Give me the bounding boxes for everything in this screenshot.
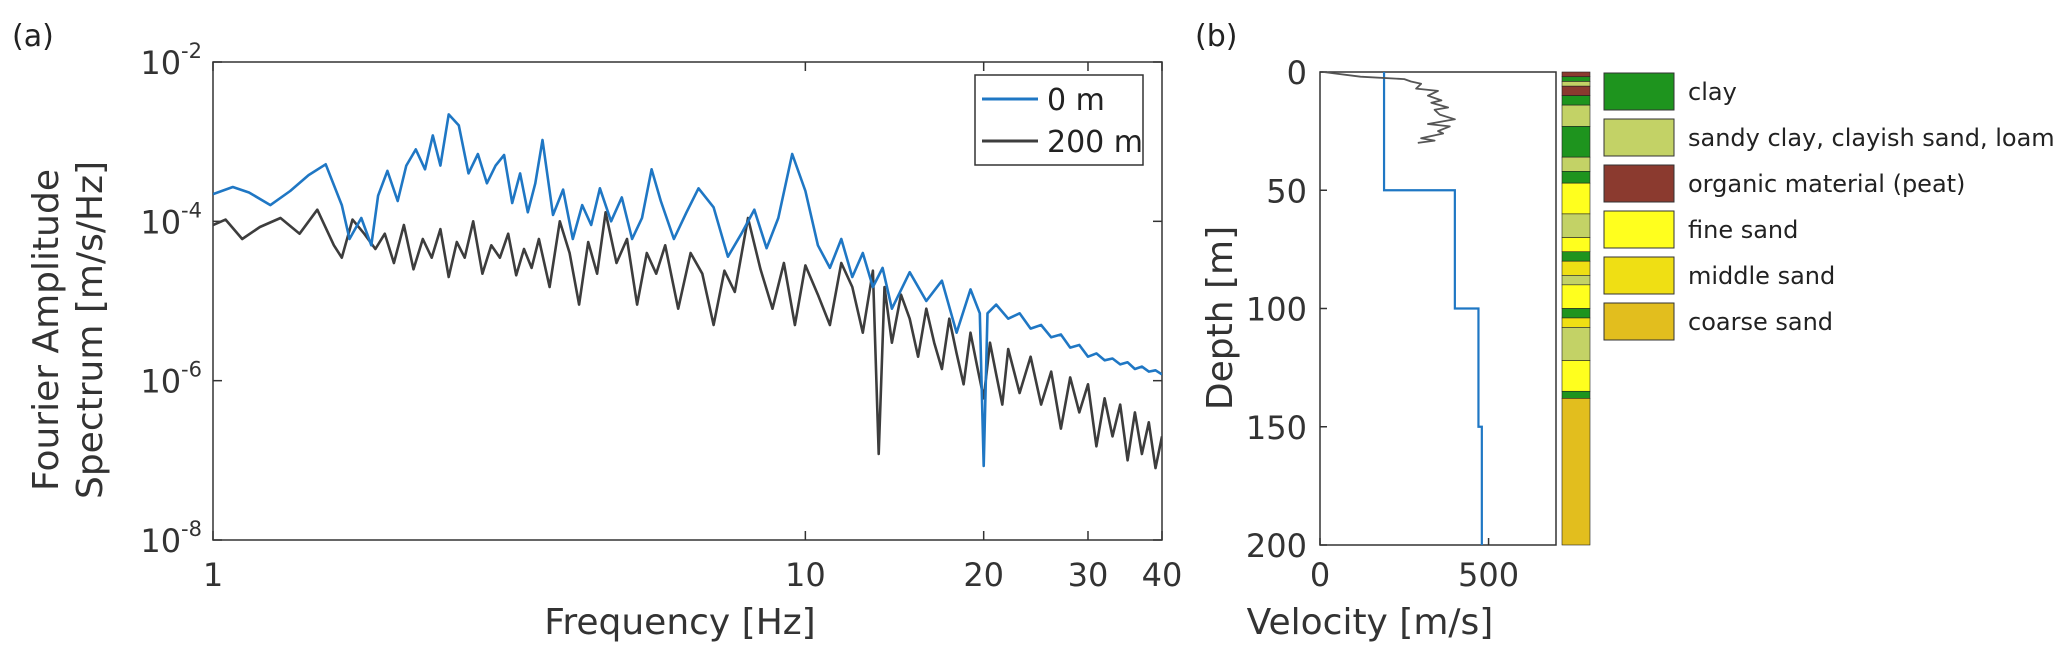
velocity-y-tick-label: 200 — [1246, 527, 1307, 565]
soil-layer — [1561, 275, 1591, 286]
spectrum-x-tick-label: 20 — [963, 556, 1004, 594]
soil-legend-swatch — [1603, 72, 1675, 111]
spectrum-y-tick-label: 10-6 — [140, 358, 202, 401]
spectrum-chart: 10-8 10-6 10-4 10-2 1 10 20 30 40 Fourier Ampli… — [26, 39, 1182, 643]
soil-layer — [1561, 308, 1591, 319]
velocity-measured-profile — [1323, 71, 1456, 144]
spectrum-y-tick-label: 10-8 — [140, 517, 202, 560]
soil-layer — [1561, 182, 1591, 215]
velocity-axes-frame — [1319, 71, 1557, 546]
spectrum-y-tick-label: 10-4 — [140, 198, 202, 241]
soil-column — [1561, 71, 1591, 546]
velocity-y-tick-labels: 0 50 100 150 200 — [1246, 54, 1307, 565]
legend-box — [974, 74, 1144, 166]
soil-layer — [1561, 95, 1591, 106]
spectrum-y-tick-labels: 10-8 10-6 10-4 10-2 — [140, 39, 202, 560]
spectrum-y-tick-label: 10-2 — [140, 39, 202, 82]
soil-layer — [1561, 85, 1591, 96]
series-line-200m — [213, 208, 1162, 470]
soil-legend-swatch — [1603, 302, 1675, 341]
soil-legend-label: sandy clay, clayish sand, loam — [1688, 124, 2055, 152]
panel-b-label: (b) — [1195, 19, 1237, 54]
soil-layer — [1561, 284, 1591, 309]
velocity-x-label: Velocity [m/s] — [1247, 602, 1494, 643]
soil-legend-label: organic material (peat) — [1688, 170, 1965, 198]
spectrum-y-label-line1: Fourier Amplitude — [26, 169, 67, 491]
velocity-y-tick-label: 50 — [1266, 172, 1307, 210]
velocity-y-tick-label: 0 — [1287, 54, 1307, 92]
soil-legend-label: clay — [1688, 78, 1737, 106]
soil-legend-swatch — [1603, 118, 1675, 157]
soil-layer — [1561, 317, 1591, 328]
soil-legend-swatch — [1603, 210, 1675, 249]
soil-layer — [1561, 76, 1591, 82]
soil-legend: clay sandy clay, clayish sand, loam organi… — [1603, 72, 2055, 341]
legend-label-0m: 0 m — [1047, 83, 1105, 118]
soil-layer — [1561, 71, 1591, 78]
soil-layer — [1561, 390, 1591, 399]
spectrum-x-label: Frequency [Hz] — [544, 602, 815, 643]
soil-legend-swatch — [1603, 256, 1675, 295]
spectrum-x-tick-label: 30 — [1068, 556, 1109, 594]
velocity-x-tick-label: 0 — [1310, 556, 1330, 594]
spectrum-x-tick-label: 1 — [203, 556, 223, 594]
soil-layer — [1561, 398, 1591, 546]
soil-layer — [1561, 171, 1591, 184]
soil-legend-swatch — [1603, 164, 1675, 203]
soil-layer — [1561, 81, 1591, 87]
soil-layer — [1561, 104, 1591, 127]
spectrum-x-tick-label: 10 — [785, 556, 826, 594]
velocity-plot-area — [1319, 71, 1557, 546]
soil-layer — [1561, 260, 1591, 276]
spectrum-legend: 0 m 200 m — [974, 74, 1144, 166]
series-line-0m — [213, 113, 1162, 468]
soil-layer — [1561, 360, 1591, 392]
velocity-x-tick-label: 500 — [1458, 556, 1519, 594]
soil-layer — [1561, 251, 1591, 262]
spectrum-x-tick-label: 40 — [1142, 556, 1183, 594]
spectrum-y-label-line2: Spectrum [m/s/Hz] — [70, 161, 111, 499]
soil-layer — [1561, 126, 1591, 158]
panel-a-label: (a) — [12, 19, 54, 54]
soil-layer — [1561, 327, 1591, 361]
velocity-y-tick-label: 100 — [1246, 291, 1307, 329]
soil-legend-label: middle sand — [1688, 262, 1835, 290]
soil-layer — [1561, 156, 1591, 172]
velocity-x-tick-labels: 0 500 — [1310, 556, 1519, 594]
spectrum-x-tick-labels: 1 10 20 30 40 — [203, 556, 1183, 594]
soil-legend-label: coarse sand — [1688, 308, 1833, 336]
soil-layer — [1561, 237, 1591, 253]
soil-layer — [1561, 213, 1591, 238]
velocity-y-label: Depth [m] — [1200, 226, 1241, 410]
velocity-y-tick-label: 150 — [1246, 409, 1307, 447]
velocity-step-profile — [1382, 72, 1483, 545]
legend-label-200m: 200 m — [1047, 125, 1143, 160]
soil-legend-label: fine sand — [1688, 216, 1798, 244]
velocity-chart: 0 50 100 150 200 0 500 Depth [m] Velocity [m/… — [1200, 54, 1557, 643]
